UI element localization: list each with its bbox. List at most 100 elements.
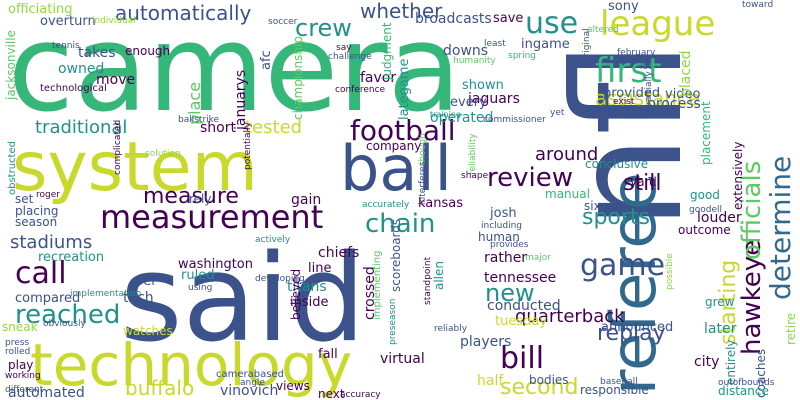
- word-responsible: responsible: [580, 383, 649, 397]
- word-original: original: [582, 28, 592, 62]
- word-louder: louder: [697, 210, 742, 226]
- word-reliably: reliably: [434, 324, 468, 334]
- word-altered: altered: [587, 25, 619, 35]
- word-accuracy: accuracy: [340, 390, 381, 400]
- word-yet: yet: [550, 108, 565, 118]
- word-lot: lot: [640, 62, 652, 72]
- word-takes: takes: [78, 45, 116, 61]
- word-standpoint: standpoint: [423, 256, 433, 305]
- word-provided: provided: [603, 86, 660, 101]
- word-assistance: assistance: [595, 86, 700, 110]
- word-baseball: baseball: [600, 377, 638, 387]
- word-replay: replay: [597, 321, 666, 346]
- word-roger: roger: [36, 190, 60, 200]
- word-championship: championship: [291, 36, 305, 120]
- word-reached: reached: [15, 300, 120, 330]
- word-starting: starting: [716, 260, 741, 345]
- word-obstructed: obstructed: [7, 141, 18, 195]
- word-exist: exist: [613, 97, 635, 107]
- word-next: next: [318, 387, 345, 400]
- word-sneak: sneak: [2, 320, 38, 334]
- word-interferes: interferes: [418, 161, 428, 205]
- word-extensively: extensively: [731, 142, 745, 210]
- word-ingame: ingame: [521, 37, 570, 52]
- word-stadiums: stadiums: [10, 232, 92, 253]
- word-system: system: [12, 128, 258, 207]
- word-per: per: [135, 274, 157, 289]
- word-traditional: traditional: [35, 117, 127, 138]
- word-overturn: overturn: [40, 14, 96, 29]
- word-jacksonville: jacksonville: [4, 30, 18, 101]
- word-potentially: potentially: [243, 121, 253, 170]
- word-said: said: [120, 230, 366, 369]
- word-training: training: [430, 110, 461, 119]
- word-soccer: soccer: [268, 17, 298, 27]
- word-announced: announced: [601, 320, 673, 335]
- word-reliability: reliability: [468, 133, 478, 175]
- word-operated: operated: [430, 110, 493, 126]
- word-believed: believed: [289, 269, 303, 320]
- word-coaches: coaches: [754, 349, 768, 398]
- word-close: close: [618, 105, 654, 121]
- word-around: around: [535, 144, 598, 165]
- word-place: place: [185, 82, 204, 125]
- word-provides: provides: [490, 240, 529, 250]
- word-chiefs: chiefs: [318, 245, 359, 261]
- word-measure: measure: [143, 184, 239, 209]
- word-obviously: obviously: [43, 319, 86, 329]
- word-tuesday: tuesday: [495, 314, 547, 329]
- word-challenge: challenge: [328, 52, 372, 62]
- word-six: six: [584, 199, 601, 213]
- word-though: though: [418, 133, 428, 165]
- word-inside: inside: [290, 295, 329, 310]
- word-scoreboards: scoreboards: [389, 219, 403, 292]
- word-later: later: [704, 321, 737, 337]
- word-vinovich: vinovich: [220, 383, 278, 399]
- word-still: still: [623, 171, 661, 196]
- word-city: city: [694, 354, 719, 370]
- word-compared: compared: [15, 291, 80, 306]
- word-distance: distance: [718, 384, 769, 398]
- word-use: use: [525, 6, 578, 41]
- word-sports: sports: [582, 205, 650, 230]
- word-using: using: [188, 283, 212, 293]
- word-allen: allen: [432, 261, 446, 290]
- word-major: major: [525, 253, 551, 263]
- word-save: save: [493, 11, 523, 26]
- word-move: move: [96, 72, 135, 88]
- word-determine: determine: [764, 156, 797, 300]
- word-officiating: officiating: [8, 2, 72, 17]
- word-manual: manual: [545, 187, 590, 201]
- word-titans: titans: [287, 279, 327, 295]
- word-commissioner: commissioner: [483, 115, 546, 125]
- word-measurement: measurement: [100, 198, 323, 236]
- word-half: half: [477, 373, 504, 389]
- word-february: february: [617, 48, 656, 58]
- word-say: say: [336, 43, 352, 53]
- word-process: process: [647, 96, 701, 112]
- word-angle: angle: [240, 378, 265, 388]
- word-enough: enough: [125, 44, 170, 58]
- word-second: second: [500, 375, 578, 400]
- word-sony: sony: [608, 0, 639, 14]
- word-referee: referee: [597, 172, 670, 395]
- word-placed: placed: [678, 50, 694, 97]
- word-tech: tech: [123, 290, 154, 306]
- word-technology: technology: [30, 331, 352, 399]
- word-fall: fall: [318, 347, 338, 362]
- word-complicated: complicated: [113, 120, 123, 175]
- word-crossed: crossed: [362, 266, 378, 320]
- word-short: short: [200, 120, 236, 136]
- word-rolled: rolled: [5, 347, 30, 357]
- word-possible: possible: [665, 253, 675, 290]
- word-humanity: humanity: [453, 56, 496, 66]
- word-placement: placement: [699, 101, 713, 165]
- word-implementation: implementation: [70, 289, 141, 299]
- word-ballstrike: ballstrike: [178, 115, 220, 125]
- word-call: call: [15, 256, 67, 291]
- word-players: players: [460, 334, 511, 350]
- word-hawkeye: hawkeye: [737, 240, 767, 355]
- word-kansas: kansas: [418, 196, 463, 211]
- word-views: views: [276, 379, 310, 393]
